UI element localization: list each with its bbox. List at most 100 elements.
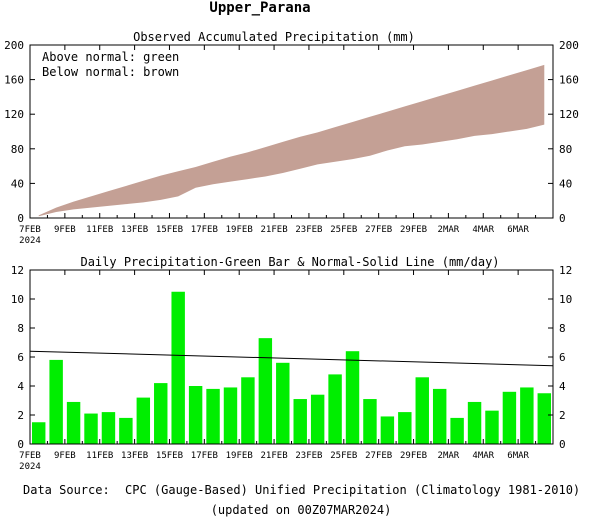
daily-bar (154, 383, 168, 444)
legend-above-normal: Above normal: green (42, 50, 179, 64)
bottom-xtick-year: 2024 (19, 462, 41, 472)
daily-bar (293, 399, 307, 444)
bottom-ytick-label-left: 2 (17, 409, 24, 422)
top-ytick-label-right: 40 (559, 177, 572, 190)
bottom-ytick-label-left: 10 (11, 293, 24, 306)
daily-bar (520, 387, 534, 444)
daily-bar (380, 416, 395, 444)
daily-bar (258, 338, 273, 444)
top-ytick-label-right: 120 (559, 108, 579, 121)
top-ytick-label-left: 200 (4, 39, 24, 52)
bottom-xtick-label: 29FEB (400, 451, 427, 461)
page-title: Upper_Parana (209, 0, 310, 16)
top-xtick-label: 25FEB (330, 225, 357, 235)
daily-bar (32, 422, 46, 444)
bottom-xtick-label: 23FEB (295, 451, 322, 461)
normal-line (29, 350, 554, 367)
bottom-xtick-label: 13FEB (121, 451, 148, 461)
bottom-ytick-label-right: 12 (559, 264, 572, 277)
bottom-xtick-label: 4MAR (472, 451, 494, 461)
daily-bar (188, 386, 203, 444)
top-ytick-label-right: 200 (559, 39, 579, 52)
top-ytick-label-right: 0 (559, 212, 566, 225)
bottom-xtick-label: 27FEB (365, 451, 392, 461)
bottom-ytick-label-left: 0 (17, 438, 24, 451)
bottom-ytick-label-right: 10 (559, 293, 572, 306)
bottom-ytick-label-right: 0 (559, 438, 566, 451)
source-text: CPC (Gauge-Based) Unified Precipitation … (125, 483, 580, 497)
top-xtick-label: 17FEB (191, 225, 218, 235)
daily-bar (537, 393, 551, 444)
top-xtick-label: 9FEB (54, 225, 76, 235)
bottom-ytick-label-left: 6 (17, 351, 24, 364)
top-xtick-label: 27FEB (365, 225, 392, 235)
top-chart-title: Observed Accumulated Precipitation (mm) (133, 30, 415, 44)
daily-bar (310, 394, 325, 444)
top-xtick-label: 7FEB (19, 225, 41, 235)
top-xtick-label: 13FEB (121, 225, 148, 235)
top-xtick-label: 6MAR (507, 225, 529, 235)
daily-bar (206, 388, 220, 444)
bottom-xtick-label: 15FEB (156, 451, 183, 461)
below-normal-band (38, 64, 545, 217)
top-xtick-label: 23FEB (295, 225, 322, 235)
bottom-ytick-label-right: 8 (559, 322, 566, 335)
daily-bar (276, 362, 290, 444)
top-xtick-label: 29FEB (400, 225, 427, 235)
daily-bar (66, 401, 81, 444)
daily-bar (345, 351, 360, 444)
daily-bar (485, 410, 499, 444)
daily-bar (223, 387, 238, 444)
top-ytick-label-left: 0 (17, 212, 24, 225)
bottom-ytick-label-right: 2 (559, 409, 566, 422)
daily-bar (328, 374, 342, 444)
daily-bar (502, 391, 517, 444)
daily-bar (432, 388, 447, 444)
accumulated-precip-panel: Above normal: green Below normal: brown (29, 44, 554, 219)
top-ytick-label-left: 40 (11, 177, 24, 190)
bottom-ytick-label-left: 12 (11, 264, 24, 277)
daily-bar (241, 377, 255, 444)
bottom-ytick-label-left: 4 (17, 380, 24, 393)
source-label: Data Source: (23, 483, 110, 497)
top-xtick-label: 2MAR (438, 225, 460, 235)
daily-bar (450, 417, 464, 444)
daily-bar (467, 401, 482, 444)
top-xtick-year: 2024 (19, 236, 41, 246)
bottom-xtick-label: 11FEB (86, 451, 113, 461)
bottom-chart-title: Daily Precipitation-Green Bar & Normal-S… (80, 255, 499, 269)
daily-bar (136, 397, 151, 444)
updated-note: (updated on 00Z07MAR2024) (211, 503, 392, 517)
daily-bar (84, 413, 98, 444)
daily-bar (49, 359, 63, 444)
bottom-ytick-label-right: 4 (559, 380, 566, 393)
bottom-ytick-label-left: 8 (17, 322, 24, 335)
daily-precip-panel (29, 269, 554, 445)
top-ytick-label-left: 120 (4, 108, 24, 121)
bottom-xtick-label: 19FEB (226, 451, 253, 461)
bottom-xtick-label: 6MAR (507, 451, 529, 461)
daily-bar (398, 412, 412, 444)
top-ytick-label-left: 160 (4, 74, 24, 87)
bottom-xtick-label: 7FEB (19, 451, 41, 461)
top-ytick-label-left: 80 (11, 143, 24, 156)
daily-bar (101, 412, 116, 444)
top-ytick-label-right: 80 (559, 143, 572, 156)
daily-bar (363, 399, 377, 444)
legend-below-normal: Below normal: brown (42, 65, 179, 79)
bottom-ytick-label-right: 6 (559, 351, 566, 364)
top-ytick-label-right: 160 (559, 74, 579, 87)
bottom-xtick-label: 17FEB (191, 451, 218, 461)
bottom-xtick-label: 21FEB (261, 451, 288, 461)
top-xtick-label: 4MAR (472, 225, 494, 235)
daily-bars (32, 291, 551, 444)
bottom-xtick-label: 25FEB (330, 451, 357, 461)
daily-bar (171, 291, 185, 444)
bottom-xtick-label: 9FEB (54, 451, 76, 461)
top-xtick-label: 21FEB (261, 225, 288, 235)
daily-bar (415, 377, 429, 444)
daily-bar (119, 417, 133, 444)
top-xtick-label: 11FEB (86, 225, 113, 235)
bottom-xtick-label: 2MAR (438, 451, 460, 461)
